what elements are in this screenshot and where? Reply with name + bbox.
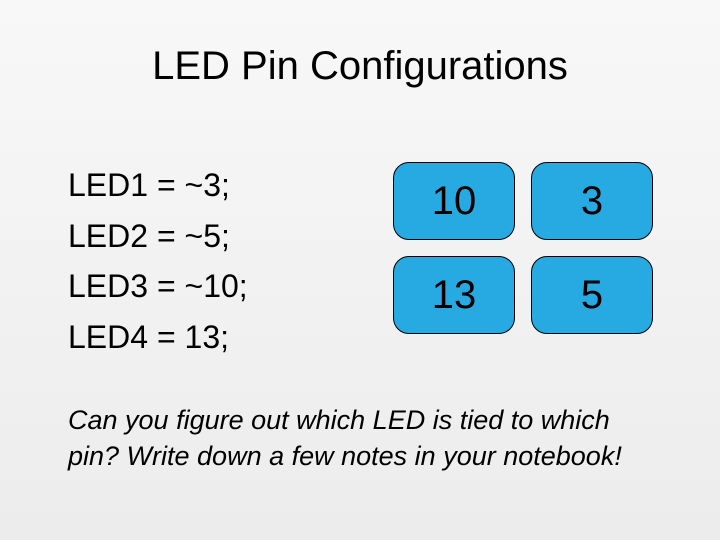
config-line: LED1 = ~3; — [68, 160, 248, 211]
slide: LED Pin Configurations LED1 = ~3; LED2 =… — [0, 0, 720, 540]
pin-pill: 10 — [393, 162, 515, 240]
config-line: LED4 = 13; — [68, 312, 248, 363]
config-line: LED3 = ~10; — [68, 261, 248, 312]
pin-grid: 10 3 13 5 — [393, 162, 653, 334]
pin-pill: 3 — [531, 162, 653, 240]
question-text: Can you figure out which LED is tied to … — [68, 402, 668, 475]
pin-pill: 13 — [393, 256, 515, 334]
config-list: LED1 = ~3; LED2 = ~5; LED3 = ~10; LED4 =… — [68, 160, 248, 362]
slide-title: LED Pin Configurations — [0, 44, 720, 89]
pin-pill: 5 — [531, 256, 653, 334]
config-line: LED2 = ~5; — [68, 211, 248, 262]
